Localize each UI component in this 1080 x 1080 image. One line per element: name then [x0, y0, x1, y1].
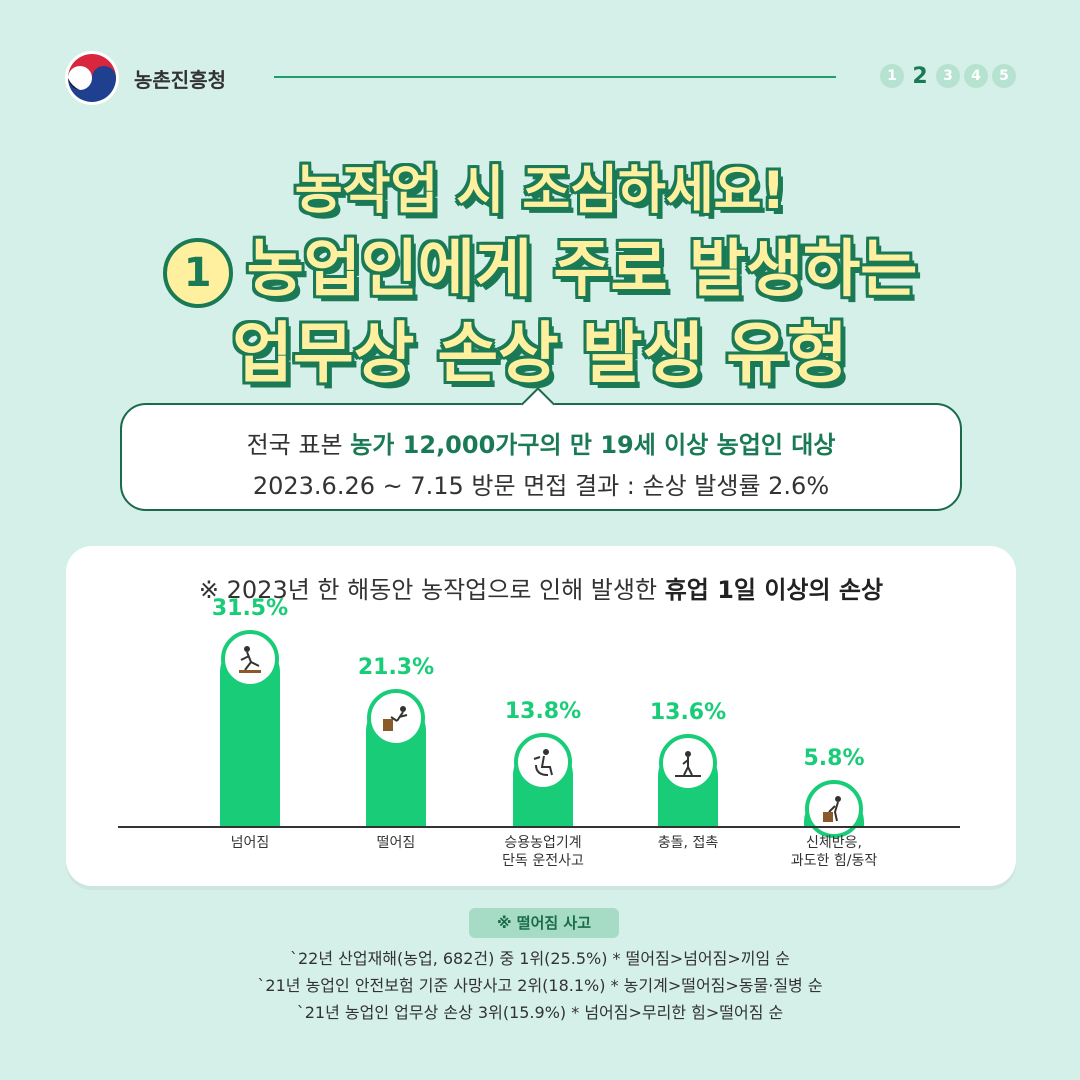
note-line-3: `21년 농업인 업무상 손상 3위(15.9%) * 넘어짐>무리한 힘>떨어…	[296, 1003, 784, 1022]
survey-line2: 2023.6.26 ~ 7.15 방문 면접 결과 : 손상 발생률 2.6%	[252, 472, 830, 500]
tractor-driver-icon	[514, 733, 572, 792]
page-indicator: 1 2 3 4 5	[880, 64, 1016, 89]
org-name: 농촌진흥청	[134, 68, 226, 92]
page-dot-3[interactable]: 3	[936, 64, 960, 88]
survey-highlight: 농가 12,000가구의 만 19세 이상 농업인 대상	[350, 431, 836, 459]
x-axis	[118, 826, 960, 828]
chart-card: ※ 2023년 한 해동안 농작업으로 인해 발생한 휴업 1일 이상의 손상 …	[66, 546, 1016, 886]
chart-title-bold: 휴업 1일 이상의 손상	[664, 576, 884, 604]
bar-value-label-5: 5.8%	[803, 746, 865, 772]
page-dot-1[interactable]: 1	[880, 64, 904, 88]
page-dot-2[interactable]: 2	[908, 64, 932, 89]
bar-value-label-1: 31.5%	[211, 595, 289, 621]
bar-value-label-4: 13.6%	[649, 700, 727, 726]
notes-badge: ※ 떨어짐 사고	[469, 908, 619, 938]
survey-bubble: 전국 표본 농가 12,000가구의 만 19세 이상 농업인 대상 2023.…	[120, 403, 962, 511]
title-line3: 업무상 손상 발생 유형	[232, 315, 848, 392]
falling-person-icon	[367, 689, 425, 748]
title-line2-wrap: 1 농업인에게 주로 발생하는	[0, 218, 1080, 308]
category-label-4: 충돌, 접촉	[657, 835, 719, 851]
header: 농촌진흥청 1 2 3 4 5	[64, 50, 1016, 106]
lifting-person-icon	[805, 780, 863, 839]
category-label-1: 넘어짐	[230, 835, 270, 851]
page-dot-4[interactable]: 4	[964, 64, 988, 88]
title-number: 1	[162, 237, 233, 308]
note-line-2: `21년 농업인 안전보험 기준 사망사고 2위(18.1%) * 농기계>떨어…	[257, 976, 823, 995]
bar-value-label-2: 21.3%	[357, 655, 435, 681]
survey-prefix: 전국 표본	[246, 431, 351, 459]
header-divider	[274, 76, 836, 78]
bar-value-label-3: 13.8%	[504, 699, 582, 725]
category-label-2: 떨어짐	[376, 835, 416, 851]
government-logo-icon	[65, 51, 119, 105]
slipping-person-icon	[221, 629, 279, 688]
category-label-3: 승용농업기계 단독 운전사고	[502, 835, 584, 869]
note-line-1: `22년 산업재해(농업, 682건) 중 1위(25.5%) * 떨어짐>넘어…	[289, 949, 791, 968]
collision-person-icon	[659, 734, 717, 793]
title-line2: 농업인에게 주로 발생하는	[246, 232, 918, 305]
chart-title-prefix: ※ 2023년 한 해동안 농작업으로 인해 발생한	[198, 576, 665, 604]
title-line1: 농작업 시 조심하세요!	[294, 161, 786, 221]
category-label-5: 신체반응, 과도한 힘/동작	[790, 835, 878, 869]
page-dot-5[interactable]: 5	[992, 64, 1016, 88]
chart-title: ※ 2023년 한 해동안 농작업으로 인해 발생한 휴업 1일 이상의 손상	[66, 570, 1016, 605]
